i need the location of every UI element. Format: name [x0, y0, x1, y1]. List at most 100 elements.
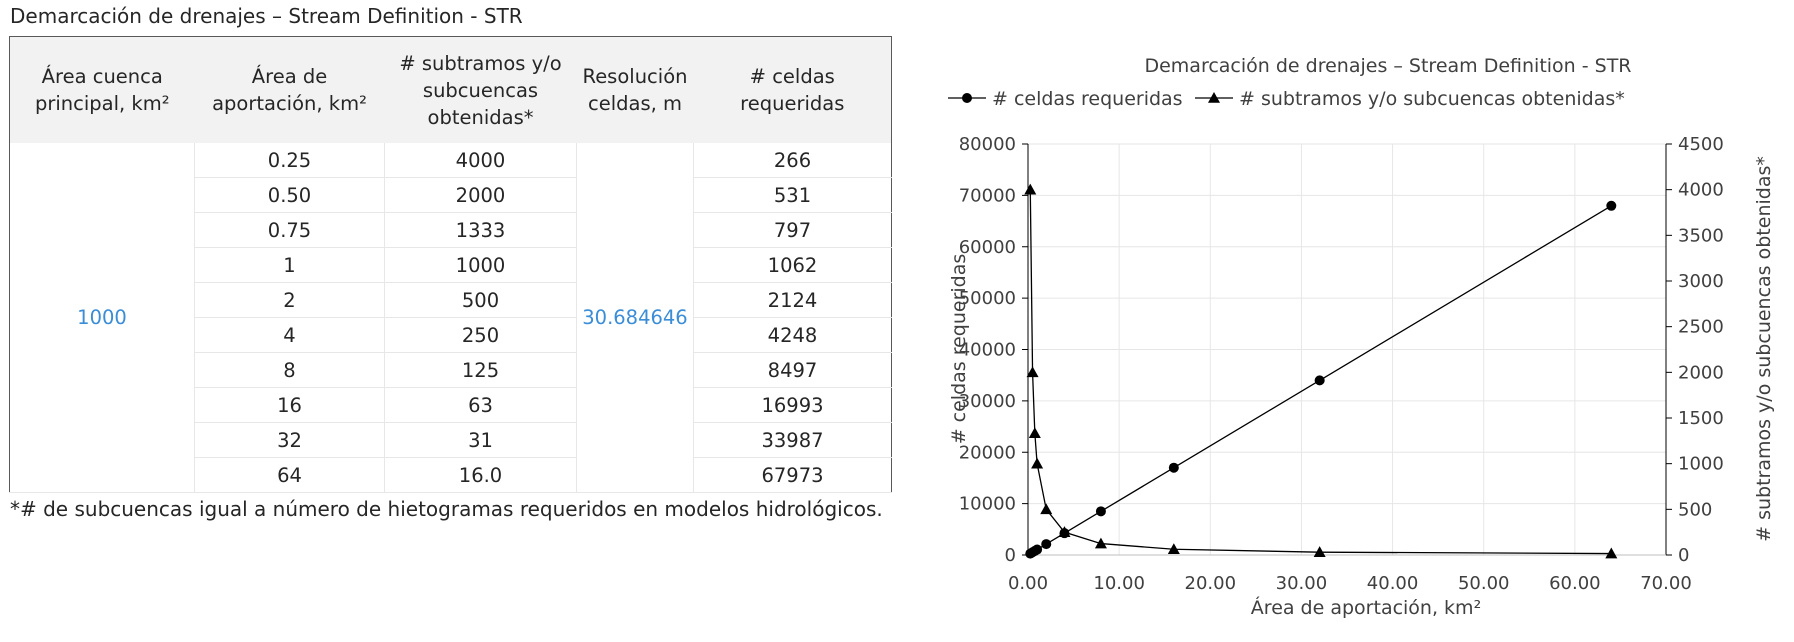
legend-marker-2 — [1208, 92, 1220, 103]
series-2-point — [1040, 503, 1053, 515]
header-subtramos-line-1: # subtramos y/o — [399, 51, 562, 75]
cell-celdas: 67973 — [693, 457, 892, 493]
table-row: 4 250 4248 — [10, 317, 892, 353]
series-1-point — [1314, 375, 1325, 386]
cell-subtramos: 4000 — [384, 143, 577, 178]
y2-tick-label: 500 — [1678, 499, 1712, 520]
x-tick-label: 30.00 — [1276, 573, 1328, 594]
cell-celdas: 33987 — [693, 422, 892, 458]
cell-subtramos: 31 — [384, 422, 577, 458]
x-tick-label: 70.00 — [1640, 573, 1692, 594]
series-1-point — [1041, 539, 1052, 550]
table-title: Demarcación de drenajes – Stream Definit… — [10, 4, 523, 28]
legend-label-1: # celdas requeridas — [992, 88, 1183, 110]
legend-marker-1 — [962, 93, 972, 103]
chart-title: Demarcación de drenajes – Stream Definit… — [1144, 55, 1631, 77]
header-resolucion-line-2: celdas, m — [587, 92, 682, 115]
header-celdas-line-1: # celdas — [749, 65, 835, 88]
series-2-point — [1058, 526, 1071, 537]
cell-area-aportacion: 0.75 — [194, 212, 385, 248]
series-1-point — [1095, 506, 1106, 517]
table-row: 1 1000 1062 — [10, 247, 892, 283]
header-celdas-line-2: requeridas — [740, 92, 845, 115]
y2-tick-label: 3500 — [1678, 225, 1724, 246]
y2-tick-label: 4000 — [1678, 180, 1724, 201]
cell-area-aportacion: 0.50 — [194, 177, 385, 213]
cell-area-aportacion: 1 — [194, 247, 385, 283]
cell-subtramos: 2000 — [384, 177, 577, 213]
table-row: 16 63 16993 — [10, 387, 892, 423]
header-area-cuenca: Área cuenca principal, km² — [9, 36, 195, 143]
cell-celdas: 797 — [693, 212, 892, 248]
y-tick-label: 30000 — [959, 391, 1016, 412]
header-area-aportacion-line-2: aportación, km² — [212, 92, 367, 115]
y-tick-label: 50000 — [959, 288, 1016, 309]
chart-grid — [1027, 143, 1667, 556]
x-tick-label: 60.00 — [1549, 573, 1601, 594]
cell-celdas: 2124 — [693, 282, 892, 318]
x-tick-label: 10.00 — [1093, 573, 1145, 594]
table-row: 8 125 8497 — [10, 352, 892, 388]
chart-legend: # celdas requeridas # subtramos y/o subcu… — [948, 88, 1625, 110]
table-row: 2 500 2124 — [10, 282, 892, 318]
cell-area-aportacion: 0.25 — [194, 143, 385, 178]
chart-axes: 0.00 10.00 20.00 30.00 40.00 50.00 60.00 70.00 0… — [959, 134, 1724, 594]
cell-celdas: 1062 — [693, 247, 892, 283]
header-subtramos-line-3: obtenidas* — [427, 105, 534, 129]
cell-subtramos: 250 — [384, 317, 577, 353]
y-tick-label: 80000 — [959, 134, 1016, 155]
cell-subtramos: 63 — [384, 387, 577, 423]
y-axis-label: # celdas requeridas — [948, 254, 970, 445]
table-row: 64 16.0 67973 — [10, 457, 892, 493]
series-2-point — [1026, 366, 1039, 378]
series-2-point — [1313, 546, 1326, 557]
y2-tick-label: 1500 — [1678, 408, 1724, 429]
cell-area-aportacion: 64 — [194, 457, 385, 493]
y-tick-label: 60000 — [959, 237, 1016, 258]
cell-area-aportacion: 16 — [194, 387, 385, 423]
cell-celdas: 16993 — [693, 387, 892, 423]
cell-subtramos: 16.0 — [384, 457, 577, 493]
y-tick-label: 20000 — [959, 442, 1016, 463]
chart-markers — [1024, 183, 1618, 559]
series-2-point — [1028, 427, 1041, 439]
table-header-row: Área cuenca principal, km² Área de aport… — [9, 36, 892, 143]
series-line-2 — [1029, 189, 1612, 555]
y2-tick-label: 4500 — [1678, 134, 1724, 155]
series-2-point — [1094, 537, 1107, 549]
cell-subtramos: 1000 — [384, 247, 577, 283]
table-footnote: *# de subcuencas igual a número de hieto… — [10, 497, 883, 521]
cell-celdas: 8497 — [693, 352, 892, 388]
x-tick-label: 40.00 — [1367, 573, 1419, 594]
cell-area-aportacion: 4 — [194, 317, 385, 353]
y-tick-label: 70000 — [959, 185, 1016, 206]
x-tick-label: 50.00 — [1458, 573, 1510, 594]
table-row: 1000 0.25 4000 30.684646 266 — [9, 143, 892, 493]
series-1-point — [1032, 544, 1043, 555]
y-tick-label: 0 — [1005, 545, 1016, 566]
table-row: 0.50 2000 531 — [10, 177, 892, 213]
chart-series-lines — [1029, 189, 1612, 555]
header-subtramos-line-2: subcuencas — [422, 78, 539, 102]
series-2-point — [1167, 543, 1180, 555]
series-1-point — [1606, 200, 1617, 211]
header-celdas: # celdas requeridas — [693, 36, 892, 143]
y-tick-label: 40000 — [959, 340, 1016, 361]
table-row: 32 31 33987 — [10, 422, 892, 458]
header-area-cuenca-line-2: principal, km² — [34, 92, 170, 115]
header-resolucion-line-1: Resolución — [582, 65, 688, 88]
header-resolucion: Resolución celdas, m — [576, 36, 694, 143]
y2-axis-label: # subtramos y/o subcuencas obtenidas* — [1753, 156, 1775, 542]
cell-area-aportacion: 8 — [194, 352, 385, 388]
series-2-point — [1605, 547, 1618, 559]
cell-celdas: 4248 — [693, 317, 892, 353]
cell-subtramos: 1333 — [384, 212, 577, 248]
x-axis-label: Área de aportación, km² — [1251, 596, 1481, 619]
header-subtramos: # subtramos y/o subcuencas obtenidas* — [384, 36, 577, 143]
cell-subtramos: 500 — [384, 282, 577, 318]
cell-subtramos: 125 — [384, 352, 577, 388]
header-area-cuenca-line-1: Área cuenca — [41, 65, 163, 88]
y2-tick-label: 1000 — [1678, 454, 1724, 475]
y2-tick-label: 3000 — [1678, 271, 1724, 292]
series-2-point — [1031, 457, 1044, 469]
